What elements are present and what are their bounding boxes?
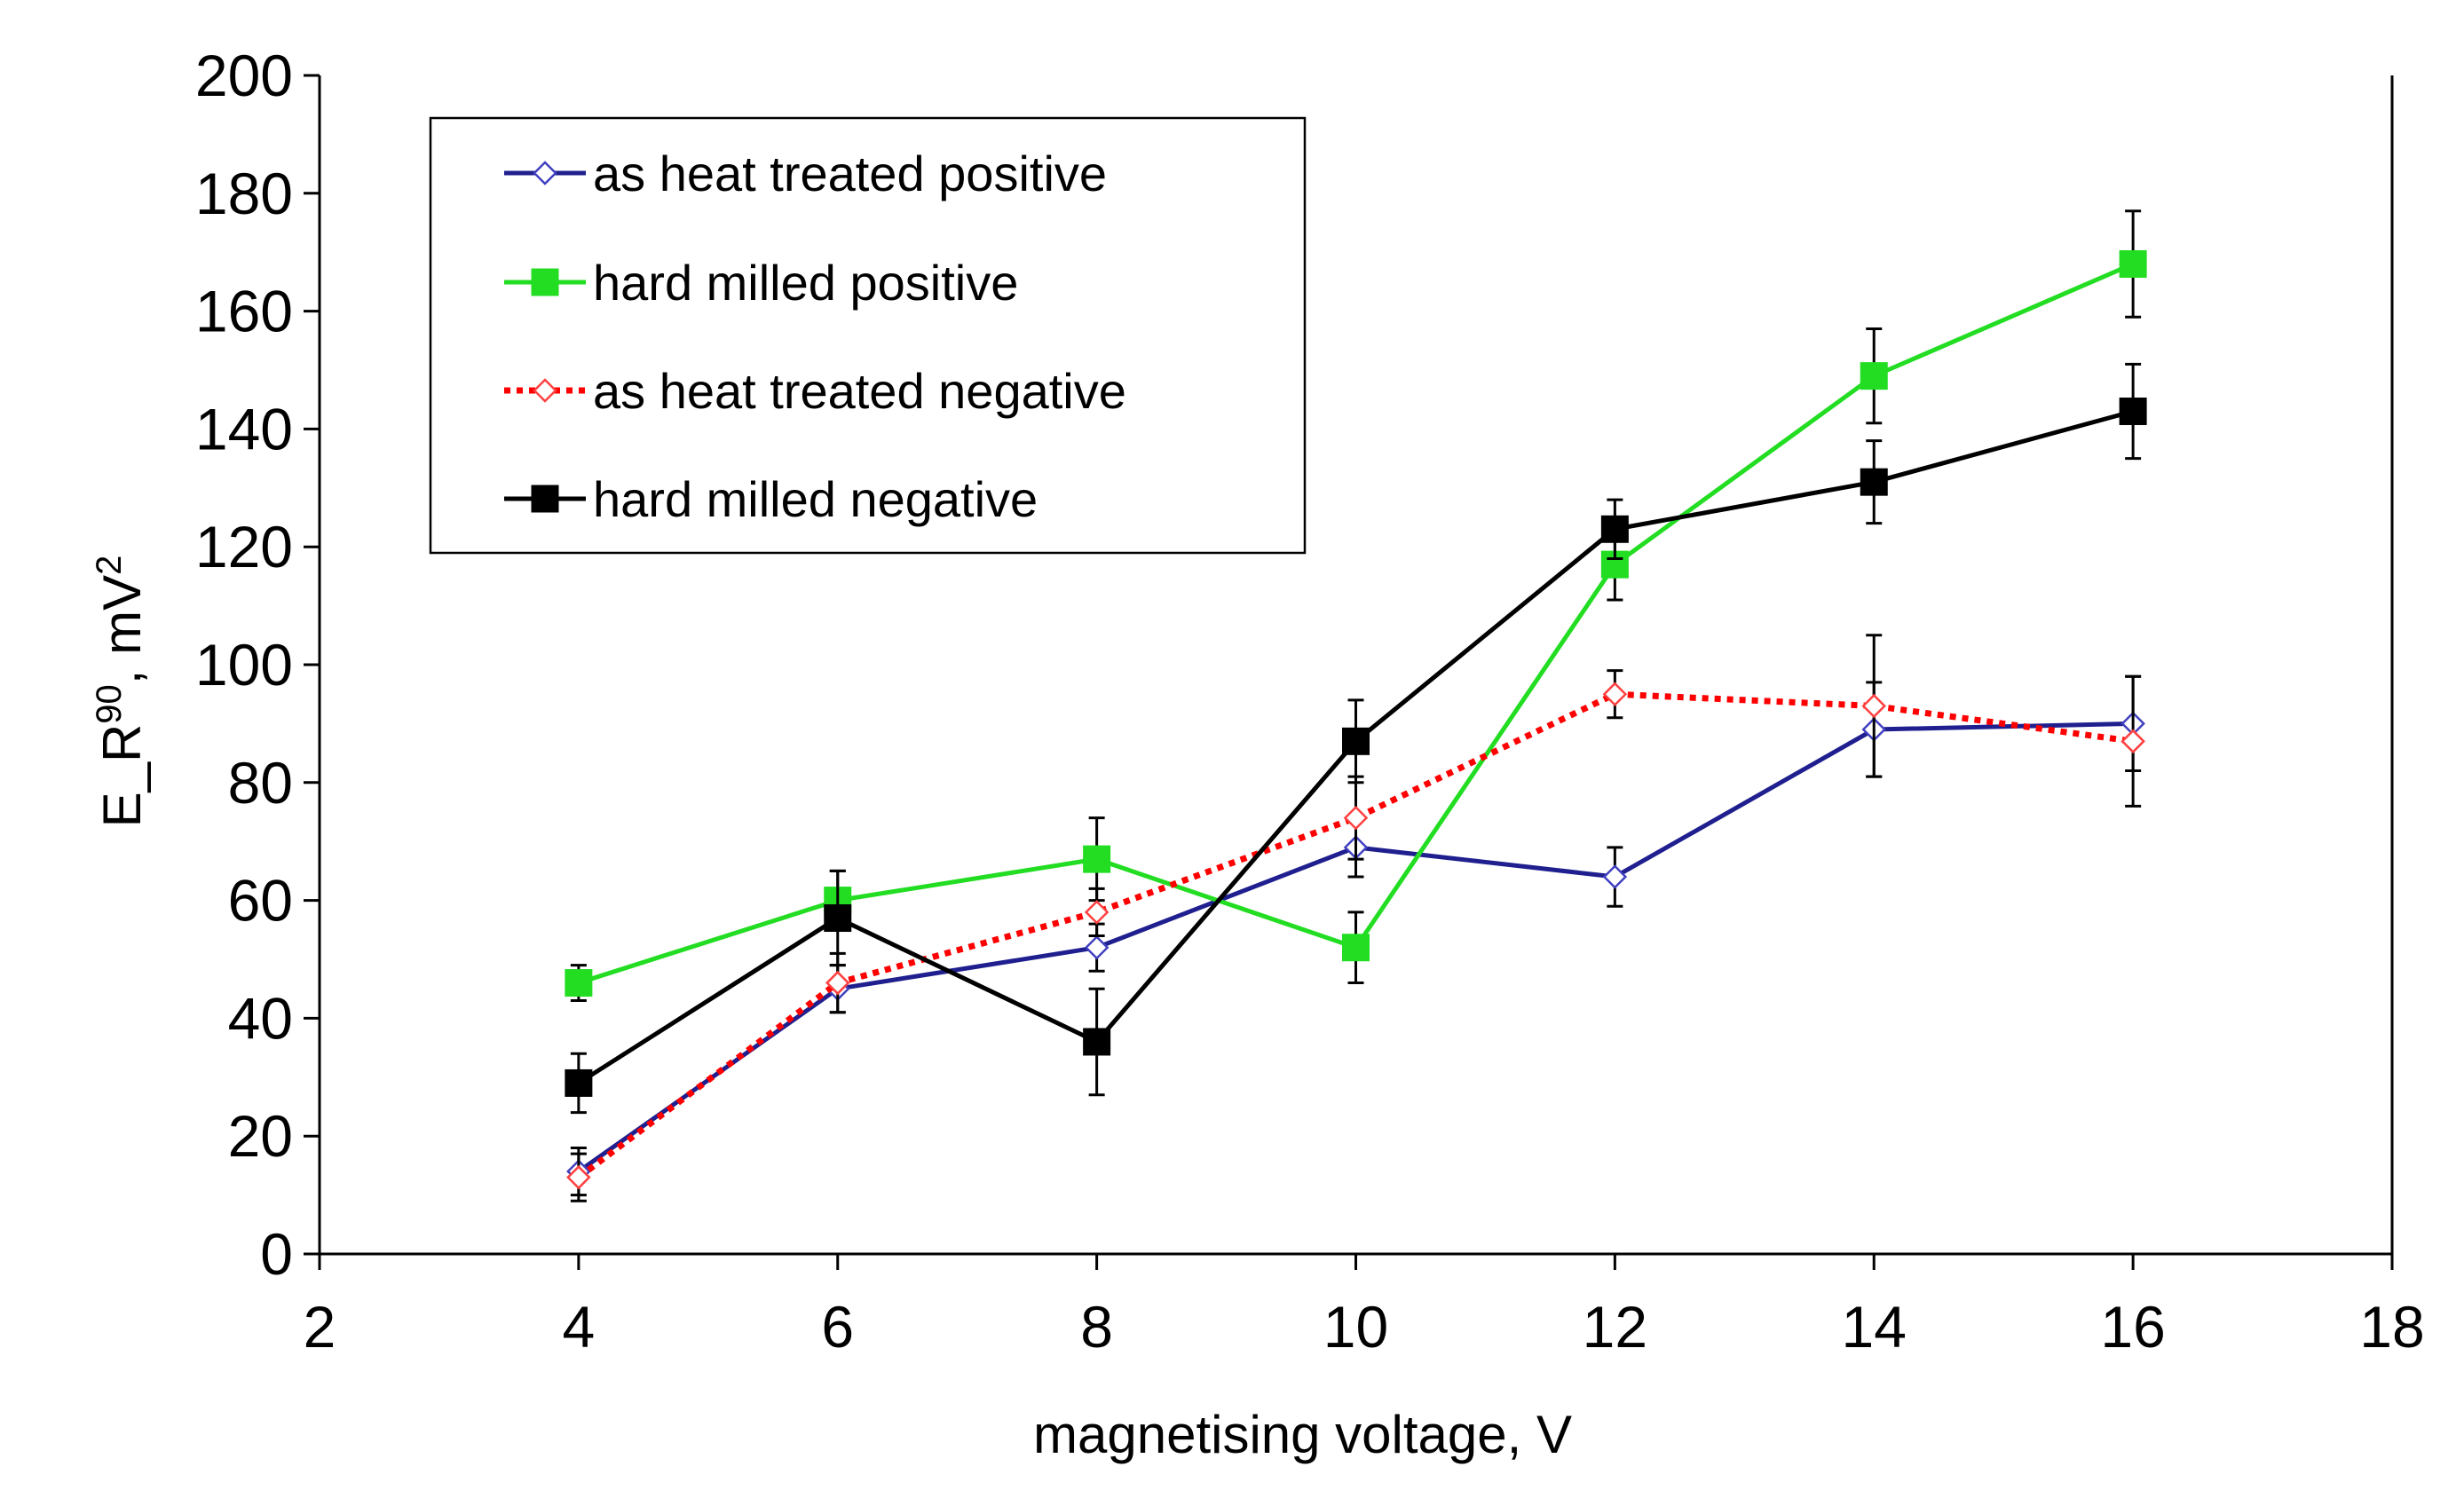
y-tick-label: 180 — [195, 161, 293, 226]
x-tick-label: 16 — [2100, 1294, 2165, 1360]
y-axis-title-prefix: E_R — [92, 724, 152, 828]
data-point — [1602, 682, 1628, 706]
legend-label: hard milled positive — [593, 255, 1018, 311]
legend-box — [429, 116, 1307, 555]
y-tick-label: 0 — [260, 1221, 293, 1287]
legend-item: hard milled positive — [504, 255, 1018, 311]
legend-item: as heat treated positive — [504, 146, 1107, 201]
legend-marker — [533, 161, 557, 185]
data-point — [1860, 362, 1888, 390]
series-layer — [565, 209, 2147, 1202]
data-point — [1860, 468, 1888, 496]
data-point — [1602, 864, 1628, 889]
x-tick-label: 18 — [2359, 1294, 2424, 1360]
y-tick-label: 160 — [195, 279, 293, 344]
x-tick-label: 14 — [1842, 1294, 1907, 1360]
data-point — [565, 969, 593, 997]
y-tick-label: 20 — [228, 1103, 293, 1169]
x-tick-label: 2 — [304, 1294, 336, 1360]
data-point — [1861, 693, 1887, 719]
x-tick-label: 10 — [1323, 1294, 1388, 1360]
legend-marker — [533, 378, 557, 403]
x-tick-label: 12 — [1583, 1294, 1647, 1360]
legend-label: hard milled negative — [593, 471, 1038, 527]
legend-marker — [531, 485, 559, 513]
data-point — [1084, 934, 1110, 960]
y-axis-ticks: 0 20 40 60 80 100 120 140 160 180 200 — [195, 43, 320, 1287]
data-point — [1600, 515, 1629, 543]
legend-item: hard milled negative — [504, 471, 1038, 527]
y-tick-label: 40 — [228, 985, 293, 1051]
y-axis-title: E_R90, mV2 — [90, 556, 152, 828]
data-point — [824, 904, 852, 933]
y-tick-label: 200 — [195, 43, 293, 108]
data-point — [2120, 729, 2145, 754]
series-3 — [565, 362, 2147, 1115]
y-axis-title-unit-superscript: 2 — [90, 556, 129, 575]
x-axis-ticks: 2 4 6 8 10 12 14 16 18 — [304, 1254, 2425, 1360]
x-axis-title: magnetising voltage, V — [1033, 1405, 1572, 1464]
data-point — [1342, 934, 1370, 962]
data-point — [1083, 1028, 1111, 1056]
legend-label: as heat treated positive — [593, 146, 1107, 201]
legend-item: as heat treated negative — [504, 363, 1126, 419]
y-tick-label: 100 — [195, 632, 293, 698]
data-point — [1342, 727, 1370, 755]
y-tick-label: 80 — [228, 750, 293, 816]
data-point — [1083, 845, 1111, 873]
y-axis-title-superscript: 90 — [90, 684, 129, 724]
data-point — [566, 1164, 591, 1190]
y-tick-label: 120 — [195, 514, 293, 579]
data-point — [2119, 249, 2147, 278]
legend-marker — [531, 268, 559, 296]
data-point — [1084, 900, 1110, 925]
x-tick-label: 6 — [821, 1294, 854, 1360]
data-point — [2119, 397, 2147, 425]
data-point — [1343, 805, 1369, 831]
x-tick-label: 4 — [563, 1294, 596, 1360]
data-point — [565, 1068, 593, 1097]
legend-label: as heat treated negative — [593, 363, 1126, 419]
data-point — [825, 970, 850, 996]
legend: as heat treated positive hard milled posi… — [429, 116, 1307, 555]
y-tick-label: 140 — [195, 396, 293, 461]
x-tick-label: 8 — [1080, 1294, 1113, 1360]
y-tick-label: 60 — [228, 868, 293, 934]
y-axis-title-suffix: , mV — [92, 575, 152, 684]
